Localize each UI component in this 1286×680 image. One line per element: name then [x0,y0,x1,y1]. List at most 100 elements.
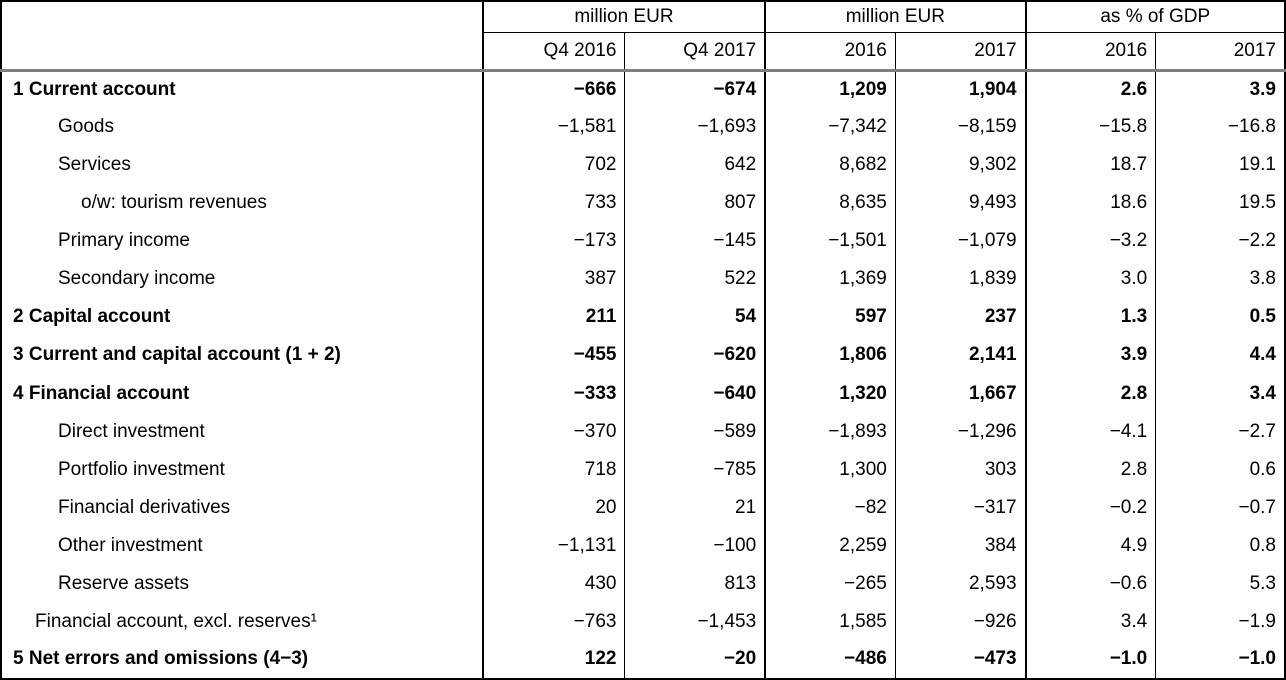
cell-value: −0.6 [1024,564,1156,603]
cell-value: 1.3 [1024,298,1156,337]
cell-value: 1,806 [764,336,896,375]
cell-value: −1,581 [481,108,625,147]
cell-value: 303 [894,450,1026,489]
cell-value: 0.6 [1155,450,1285,489]
cell-value: −8,159 [894,108,1026,147]
table-row: 2 Capital account 211 54 597 237 1.3 0.5 [1,298,1285,337]
cell-value: 642 [624,146,766,185]
cell-value: −370 [481,412,625,451]
row-label: 3 Current and capital account (1 + 2) [13,344,341,366]
cell-value: 122 [481,640,625,679]
table-row: Portfolio investment 718 −785 1,300 303 2.8 0.… [1,450,1285,489]
cell-value: 2,593 [894,564,1026,603]
cell-value: 1,585 [764,602,896,641]
row-label: Financial derivatives [58,496,231,518]
cell-value: 4.4 [1155,336,1285,375]
cell-value: 430 [481,564,625,603]
row-label: Other investment [58,534,203,556]
column-header-q4-2017: Q4 2017 [624,32,766,72]
cell-value: 4.9 [1024,526,1156,565]
cell-value: −589 [624,412,766,451]
table-row: Services 702 642 8,682 9,302 18.7 19.1 [1,146,1285,185]
cell-value: −7,342 [764,108,896,147]
cell-value: −1,131 [481,526,625,565]
cell-value: 2,141 [894,336,1026,375]
cell-value: −1,693 [624,108,766,147]
table-row: 1 Current account −666 −674 1,209 1,904 2.6 3.… [1,70,1285,109]
cell-value: −620 [624,336,766,375]
column-header-2016-gdp: 2016 [1024,32,1156,72]
table-row: Financial derivatives 20 21 −82 −317 −0.2 −0.7 [1,488,1285,527]
table-body: 1 Current account −666 −674 1,209 1,904 2.6 3.… [1,70,1285,679]
cell-value: −1.0 [1024,640,1156,679]
row-label: 1 Current account [13,78,176,100]
cell-value: 19.5 [1155,184,1285,223]
row-label: 2 Capital account [13,306,171,328]
table-row: Primary income −173 −145 −1,501 −1,079 −3.2 −2… [1,222,1285,261]
cell-value: 813 [624,564,766,603]
cell-value: 0.5 [1155,298,1285,337]
cell-value: −0.7 [1155,488,1285,527]
cell-value: −82 [764,488,896,527]
cell-value: 21 [624,488,766,527]
cell-value: −1,453 [624,602,766,641]
row-label: 4 Financial account [13,382,190,404]
cell-value: 718 [481,450,625,489]
table-row: Financial account, excl. reserves¹ −763 −1… [1,602,1285,641]
table-row: Direct investment −370 −589 −1,893 −1,296 −4.… [1,412,1285,451]
cell-value: 19.1 [1155,146,1285,185]
cell-value: −1.9 [1155,602,1285,641]
row-label: Secondary income [58,268,216,290]
cell-value: −455 [481,336,625,375]
cell-value: 237 [894,298,1026,337]
cell-value: 18.7 [1024,146,1156,185]
row-label: o/w: tourism revenues [81,192,267,214]
cell-value: −473 [894,640,1026,679]
cell-value: −333 [481,374,625,413]
cell-value: −640 [624,374,766,413]
cell-value: −100 [624,526,766,565]
cell-value: −145 [624,222,766,261]
cell-value: −1,893 [764,412,896,451]
cell-value: −486 [764,640,896,679]
column-group-million-eur-quarterly: million EUR [481,1,766,33]
row-label: 5 Net errors and omissions (4−3) [13,648,309,670]
table-row: 4 Financial account −333 −640 1,320 1,667 2.8… [1,374,1285,413]
cell-value: 3.4 [1155,374,1285,413]
cell-value: −20 [624,640,766,679]
cell-value: −785 [624,450,766,489]
corner-cell [1,1,484,72]
row-label: Primary income [58,230,190,252]
cell-value: 3.9 [1024,336,1156,375]
row-label: Reserve assets [58,572,189,594]
cell-value: 387 [481,260,625,299]
cell-value: −4.1 [1024,412,1156,451]
column-header-q4-2016: Q4 2016 [481,32,625,72]
cell-value: −763 [481,602,625,641]
cell-value: 3.0 [1024,260,1156,299]
cell-value: −317 [894,488,1026,527]
cell-value: 1,667 [894,374,1026,413]
cell-value: 384 [894,526,1026,565]
cell-value: 522 [624,260,766,299]
cell-value: −16.8 [1155,108,1285,147]
cell-value: −0.2 [1024,488,1156,527]
cell-value: 807 [624,184,766,223]
row-label: Portfolio investment [58,458,225,480]
table-row: Goods −1,581 −1,693 −7,342 −8,159 −15.8 −16.8 [1,108,1285,147]
cell-value: 5.3 [1155,564,1285,603]
cell-value: 54 [624,298,766,337]
cell-value: 3.8 [1155,260,1285,299]
table-row: o/w: tourism revenues 733 807 8,635 9,493 18.… [1,184,1285,223]
cell-value: 1,904 [894,70,1026,109]
cell-value: 0.8 [1155,526,1285,565]
cell-value: 3.4 [1024,602,1156,641]
cell-value: −2.2 [1155,222,1285,261]
column-group-row: million EUR million EUR as % of GDP [1,1,1285,72]
cell-value: −1,079 [894,222,1026,261]
column-header-2017-gdp: 2017 [1155,32,1285,72]
cell-value: 9,302 [894,146,1026,185]
cell-value: −2.7 [1155,412,1285,451]
table-row: Other investment −1,131 −100 2,259 384 4.9 0.8 [1,526,1285,565]
